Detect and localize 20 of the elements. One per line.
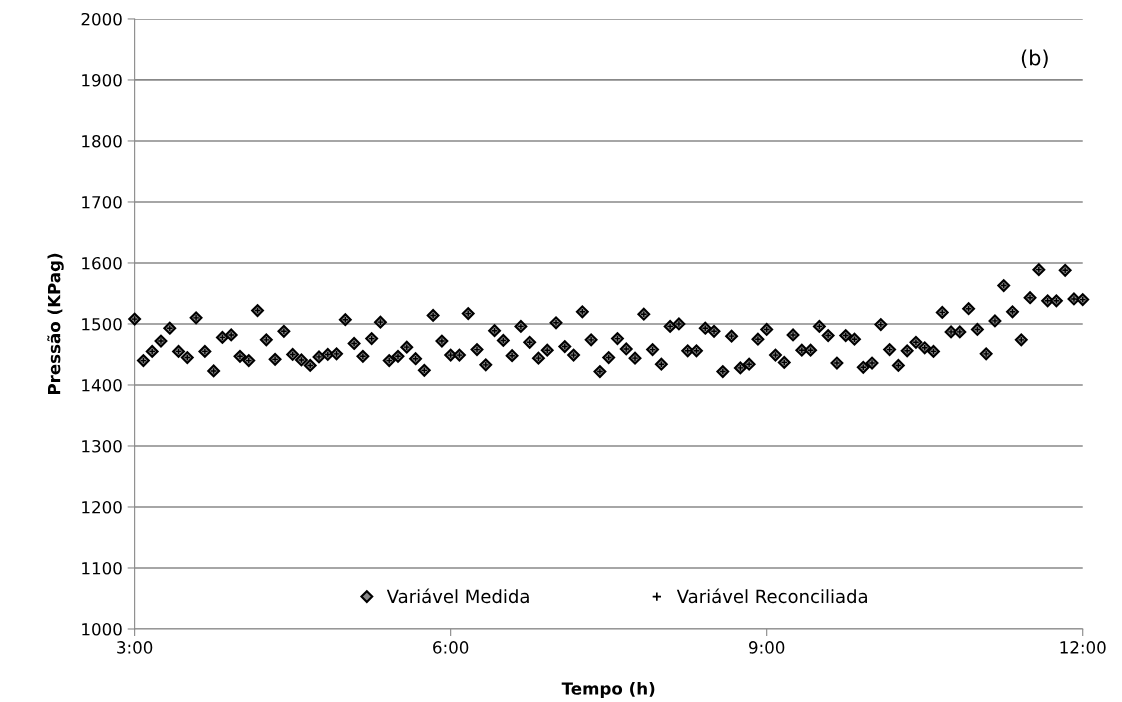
y-tick-label: 1100	[82, 561, 122, 575]
x-tick-label: 6:00	[433, 641, 469, 654]
annotation: (b)	[1021, 49, 1048, 69]
y-tick-label: 1400	[82, 378, 122, 392]
y-tick-label: 2000	[81, 12, 122, 26]
y-tick-label: 1700	[82, 195, 122, 209]
x-tick-label: 9:00	[749, 641, 785, 654]
y-tick-label: 1200	[82, 500, 122, 514]
y-tick-label: 1000	[82, 622, 122, 636]
legend-label: Variável Medida	[386, 588, 529, 604]
y-tick-label: 1800	[82, 134, 122, 148]
x-axis-title: Tempo (h)	[561, 681, 655, 699]
x-tick-label: 12:00	[1060, 641, 1106, 654]
legend-label: Variável Reconciliada	[676, 588, 867, 604]
x-tick-label: 3:00	[117, 641, 153, 654]
y-tick-label: 1500	[82, 317, 122, 331]
y-axis-title: Pressão (KPag)	[47, 253, 64, 395]
y-tick-label: 1600	[82, 256, 122, 270]
y-tick-label: 1900	[82, 73, 122, 87]
y-tick-label: 1300	[82, 439, 122, 453]
